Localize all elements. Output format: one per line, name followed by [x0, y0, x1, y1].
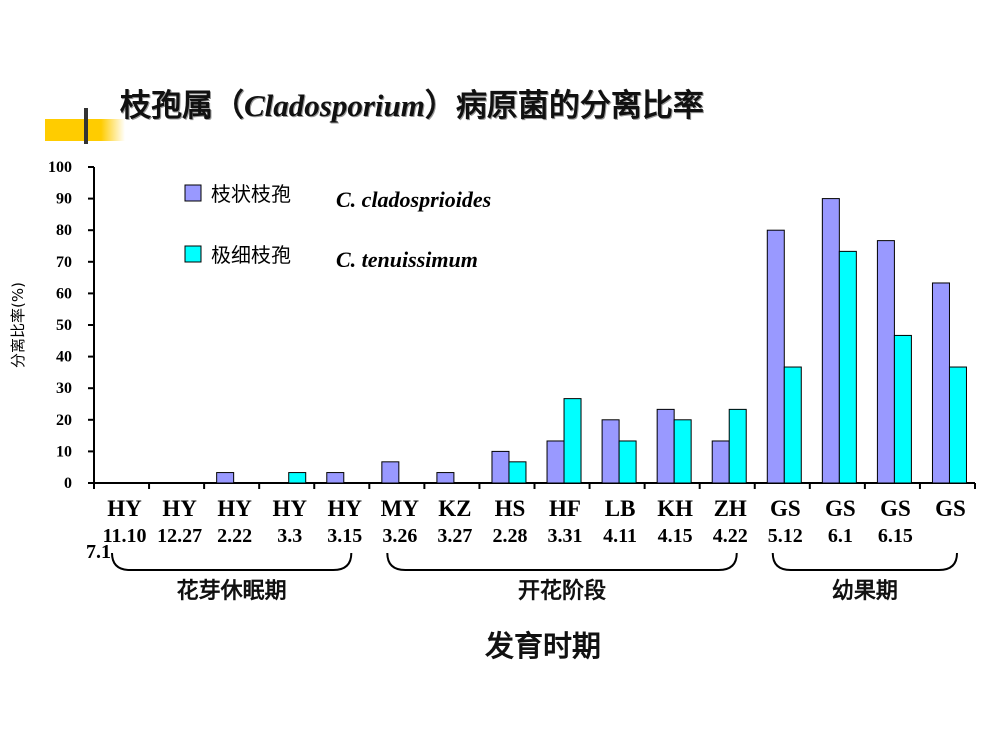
x-category-label: ZH [714, 496, 747, 521]
y-tick-label: 20 [56, 412, 72, 429]
group-label: 花芽休眠期 [177, 578, 287, 604]
bar-cladosprioides [216, 472, 235, 484]
bar-tenuissimum [288, 472, 307, 484]
chart-bars [216, 198, 967, 484]
bar-tenuissimum [508, 461, 527, 484]
chart-title: 枝孢属（Cladosporium）病原菌的分离比率 [120, 80, 704, 125]
x-category-label: GS [935, 496, 966, 521]
bar-tenuissimum [728, 408, 747, 484]
x-tick-labels: HY HY HY HY HY MY KZ HS HF LB KH ZH GS GS GS GS 11.10 12.… [86, 496, 966, 563]
bar-tenuissimum [838, 250, 857, 484]
y-tick-label: 0 [64, 475, 72, 492]
x-category-label: HY [272, 496, 307, 521]
x-date-label: 3.27 [437, 525, 472, 547]
bar-cladosprioides [931, 282, 950, 484]
y-tick-label: 100 [48, 159, 72, 176]
bar-cladosprioides [876, 240, 895, 484]
title-suffix: ）病原菌的分离比率 [424, 88, 704, 124]
x-category-label: GS [825, 496, 856, 521]
x-date-label: 6.15 [878, 525, 913, 547]
bar-tenuissimum [783, 366, 802, 484]
y-tick-label: 90 [56, 191, 72, 208]
group-brace [771, 552, 958, 571]
legend-swatch-cladosprioides [184, 184, 202, 202]
y-tick-label: 60 [56, 285, 72, 302]
x-date-label: 7.1 [86, 541, 111, 563]
bar-cladosprioides [766, 229, 785, 484]
bar-cladosprioides [821, 198, 840, 484]
bar-cladosprioides [711, 440, 730, 484]
title-prefix: 枝孢属（ [120, 88, 244, 124]
x-date-label: 3.15 [327, 525, 362, 547]
bar-cladosprioides [491, 450, 510, 484]
bar-cladosprioides [546, 440, 565, 484]
y-tick-label: 50 [56, 317, 72, 334]
x-category-label: HY [107, 496, 142, 521]
bar-tenuissimum [948, 366, 967, 484]
group-brace [386, 552, 738, 571]
x-category-label: GS [880, 496, 911, 521]
x-date-label: 2.22 [217, 525, 252, 547]
x-date-label: 2.28 [492, 525, 527, 547]
x-category-label: HY [328, 496, 363, 521]
x-category-label: KH [657, 496, 693, 521]
x-date-label: 4.22 [713, 525, 748, 547]
x-date-label: 6.1 [828, 525, 853, 547]
x-category-label: HF [549, 496, 581, 521]
group-label: 开花阶段 [518, 578, 606, 604]
legend-label-latin-1: C. tenuissimum [336, 247, 478, 272]
x-date-label: 3.26 [382, 525, 417, 547]
x-date-label: 12.27 [157, 525, 202, 547]
bar-tenuissimum [563, 398, 582, 484]
x-date-label: 3.3 [277, 525, 302, 547]
bar-tenuissimum [618, 440, 637, 484]
bar-cladosprioides [381, 461, 400, 484]
bar-cladosprioides [601, 419, 620, 484]
bar-cladosprioides [656, 408, 675, 484]
x-category-label: MY [381, 496, 420, 521]
legend-swatch-tenuissimum [184, 245, 202, 263]
x-category-label: LB [605, 496, 636, 521]
x-date-label: 5.12 [768, 525, 803, 547]
bar-tenuissimum [673, 419, 692, 484]
y-tick-label: 30 [56, 380, 72, 397]
x-date-label: 4.11 [603, 525, 637, 547]
y-axis-label: 分离比率(%) [9, 282, 27, 368]
bar-cladosprioides [436, 472, 455, 484]
x-date-label: 11.10 [103, 525, 147, 547]
y-tick-label: 10 [56, 443, 72, 460]
y-tick-label: 70 [56, 254, 72, 271]
stage-groups: 花芽休眠期 开花阶段 幼果期 [111, 552, 958, 604]
y-tick-label: 80 [56, 222, 72, 239]
x-date-label: 4.15 [658, 525, 693, 547]
x-axis-label: 发育时期 [484, 629, 601, 663]
x-category-label: GS [770, 496, 801, 521]
legend-label-latin-0: C. cladosprioides [336, 187, 491, 212]
x-category-label: KZ [438, 496, 471, 521]
legend: 枝状枝孢 C. cladosprioides 极细枝孢 C. tenuissim… [184, 182, 491, 272]
group-label: 幼果期 [832, 578, 898, 604]
legend-label-cn-0: 枝状枝孢 [211, 182, 291, 206]
legend-label-cn-1: 极细枝孢 [211, 243, 291, 267]
x-date-label: 3.31 [548, 525, 583, 547]
group-brace [111, 552, 353, 571]
title-accent-line [84, 108, 88, 144]
bar-cladosprioides [326, 472, 345, 484]
y-tick-label: 40 [56, 349, 72, 366]
x-category-label: HY [162, 496, 197, 521]
x-category-label: HY [217, 496, 252, 521]
title-latin: Cladosporium [244, 88, 425, 123]
x-category-label: HS [495, 496, 526, 521]
bar-tenuissimum [893, 334, 912, 484]
